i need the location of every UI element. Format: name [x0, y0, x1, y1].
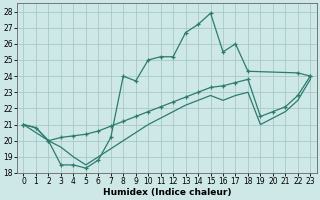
- X-axis label: Humidex (Indice chaleur): Humidex (Indice chaleur): [103, 188, 231, 197]
